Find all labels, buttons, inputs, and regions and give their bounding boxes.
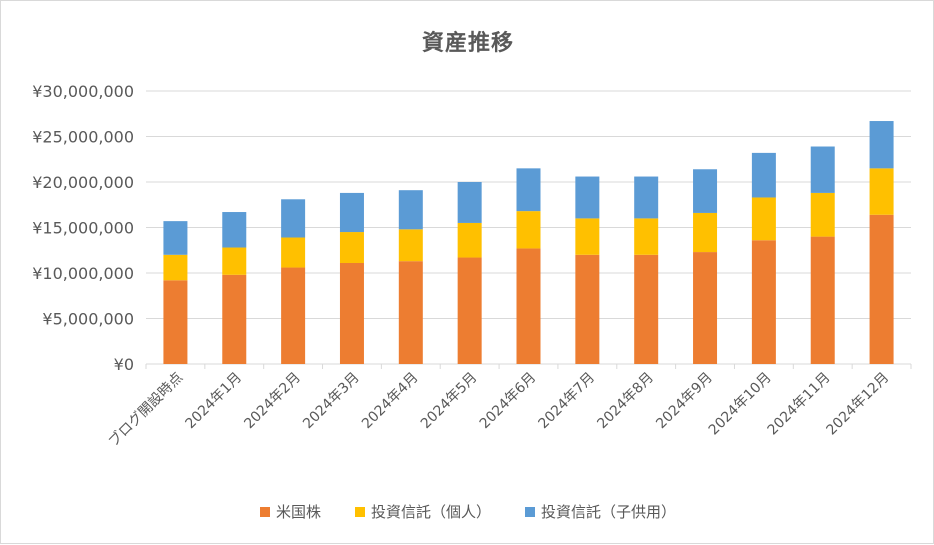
legend-item-fund-personal: 投資信託（個人） — [354, 501, 491, 522]
legend-label-fund-personal: 投資信託（個人） — [370, 503, 491, 521]
legend-swatch-fund-personal — [354, 506, 365, 517]
x-tick-label: ブログ開設時点 — [105, 369, 186, 450]
bar-segment-us-stocks — [751, 240, 776, 364]
y-tick-label: ¥15,000,000 — [32, 219, 134, 238]
bar-segment-us-stocks — [634, 254, 659, 364]
x-tick-label: 2024年4月 — [359, 370, 422, 433]
bar-segment-fund-personal — [634, 218, 659, 255]
bar-segment-fund-personal — [339, 232, 364, 263]
bar-segment-fund-personal — [281, 237, 306, 268]
x-tick-label: 2024年8月 — [594, 370, 657, 433]
bar-segment-fund-personal — [398, 229, 423, 262]
bar-segment-fund-children — [516, 168, 541, 212]
x-tick-label: 2024年1月 — [182, 370, 245, 433]
bar-segment-fund-personal — [869, 168, 894, 215]
bar-segment-fund-children — [634, 176, 659, 219]
y-tick-label: ¥5,000,000 — [42, 310, 134, 329]
bar-segment-us-stocks — [163, 280, 188, 364]
legend-label-fund-children: 投資信託（子供用） — [541, 503, 677, 521]
x-tick-label: 2024年12月 — [823, 370, 892, 439]
x-tick-label: 2024年5月 — [418, 370, 481, 433]
bar-segment-fund-children — [869, 121, 894, 169]
bar-segment-us-stocks — [339, 262, 364, 364]
x-tick-label: 2024年9月 — [653, 370, 716, 433]
x-tick-label: 2024年6月 — [477, 370, 540, 433]
legend-swatch-us-stocks — [259, 506, 270, 517]
bar-segment-us-stocks — [281, 267, 306, 364]
y-tick-label: ¥25,000,000 — [32, 128, 134, 147]
x-tick-label: 2024年7月 — [536, 370, 599, 433]
y-tick-label: ¥30,000,000 — [32, 82, 134, 101]
bar-segment-fund-children — [339, 192, 364, 233]
bar-segment-fund-children — [163, 221, 188, 255]
bar-segment-us-stocks — [398, 261, 423, 364]
bar-segment-us-stocks — [693, 252, 718, 364]
bar-segment-fund-personal — [457, 222, 482, 258]
bar-segment-fund-children — [222, 212, 247, 248]
x-tick-label: 2024年2月 — [241, 370, 304, 433]
bar-segment-us-stocks — [575, 254, 600, 364]
bar-segment-fund-children — [751, 152, 776, 198]
bar-segment-us-stocks — [516, 248, 541, 364]
bar-segment-fund-children — [810, 146, 835, 193]
bar-segment-fund-personal — [751, 197, 776, 241]
bar-segment-fund-children — [281, 199, 306, 238]
legend: 米国株 投資信託（個人） 投資信託（子供用） — [1, 501, 934, 522]
bar-segment-fund-children — [398, 190, 423, 230]
bar-segment-us-stocks — [869, 214, 894, 364]
bar-segment-us-stocks — [222, 274, 247, 364]
y-tick-label: ¥0 — [114, 355, 134, 374]
y-tick-label: ¥10,000,000 — [32, 264, 134, 283]
bar-segment-us-stocks — [810, 236, 835, 364]
y-tick-label: ¥20,000,000 — [32, 173, 134, 192]
x-tick-label: 2024年3月 — [300, 370, 363, 433]
bar-segment-fund-children — [575, 176, 600, 219]
bar-segment-fund-personal — [810, 192, 835, 237]
bar-segment-fund-personal — [693, 212, 718, 253]
bar-segment-fund-personal — [222, 247, 247, 275]
legend-item-fund-children: 投資信託（子供用） — [525, 501, 676, 522]
legend-item-us-stocks: 米国株 — [259, 501, 321, 522]
legend-swatch-fund-children — [525, 506, 535, 517]
bar-segment-fund-personal — [163, 254, 188, 281]
bar-segment-fund-children — [693, 169, 718, 213]
bar-segment-us-stocks — [457, 257, 482, 364]
bar-segment-fund-personal — [575, 218, 600, 255]
chart-title: 資産推移 — [421, 31, 514, 56]
legend-label-us-stocks: 米国株 — [275, 503, 321, 521]
bar-segment-fund-personal — [516, 211, 541, 249]
bar-segment-fund-children — [457, 182, 482, 223]
